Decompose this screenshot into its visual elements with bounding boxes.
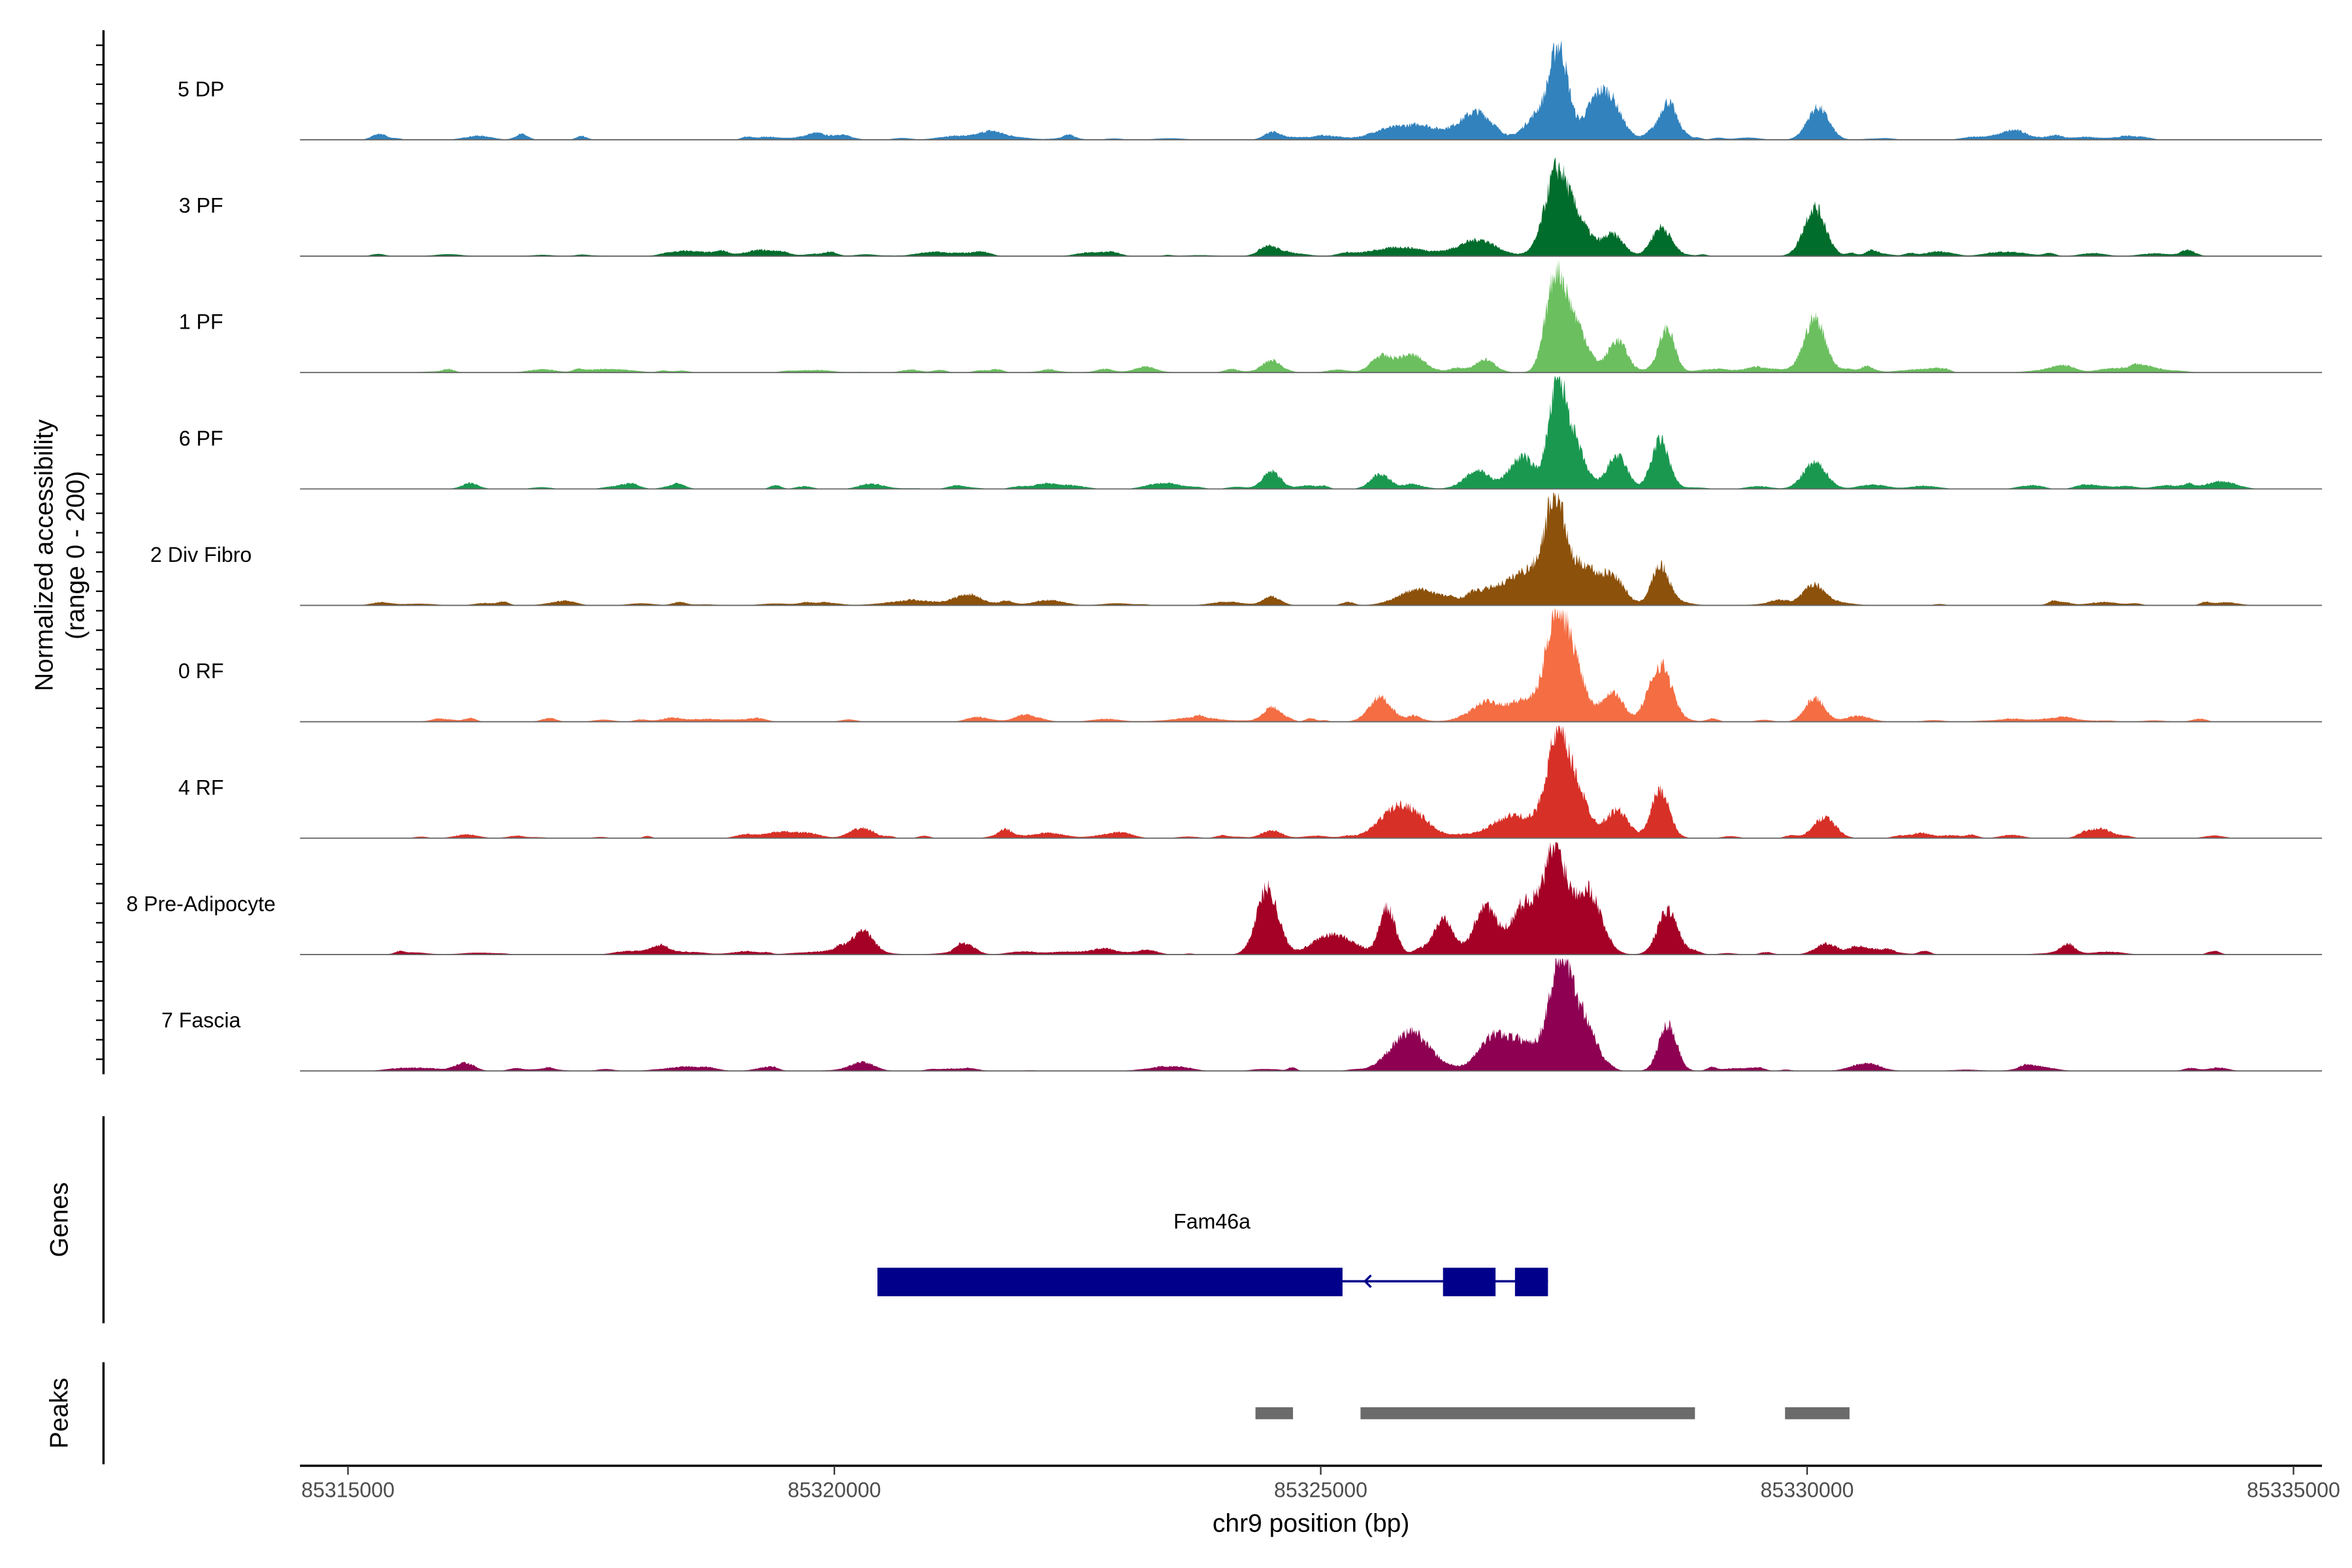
track-0-rf: 0 RF — [178, 609, 2323, 723]
gene-name-label: Fam46a — [1173, 1210, 1250, 1233]
track-label: 3 PF — [179, 193, 223, 217]
track-label: 5 DP — [178, 77, 224, 101]
x-tick-label: 85325000 — [1274, 1478, 1367, 1502]
x-tick-label: 85315000 — [301, 1478, 395, 1502]
track-label: 1 PF — [179, 310, 223, 334]
track-5-dp: 5 DP — [178, 40, 2323, 140]
coverage-area — [300, 260, 2323, 373]
coverage-area — [300, 40, 2323, 140]
coverage-area — [300, 841, 2323, 955]
x-tick-label: 85330000 — [1761, 1478, 1854, 1502]
x-tick-label: 85335000 — [2247, 1478, 2340, 1502]
strand-arrow-icon — [1363, 1274, 1372, 1288]
gene-exon — [1514, 1267, 1548, 1297]
y-axis-title-sub: (range 0 - 200) — [62, 471, 90, 640]
x-tick-label: 85320000 — [788, 1478, 881, 1502]
y-axis-ticks — [95, 44, 104, 1060]
peak-regions — [1255, 1407, 1850, 1420]
y-axis-title-main: Normalized accessibility — [30, 419, 58, 691]
gene-exon — [1443, 1267, 1496, 1297]
coverage-area — [300, 157, 2323, 257]
x-axis-ticks: 85315000 85320000 85325000 85330000 85335000 — [301, 1465, 2340, 1502]
peaks-track-label: Peaks — [45, 1378, 73, 1448]
coverage-area — [300, 958, 2323, 1071]
track-4-rf: 4 RF — [178, 725, 2323, 839]
gene-model — [877, 1267, 1548, 1297]
y-axis-title: Normalized accessibility (range 0 - 200) — [30, 419, 90, 691]
track-label: 2 Div Fibro — [150, 543, 252, 566]
track-label: 7 Fascia — [161, 1009, 241, 1032]
peak-region — [1360, 1407, 1695, 1420]
track-2-div-fibro: 2 Div Fibro — [150, 493, 2323, 606]
coverage-tracks: 5 DP 3 PF 1 PF 6 PF 2 Div Fibro 0 RF 4 RF 8 Pre… — [126, 40, 2323, 1072]
coverage-area — [300, 376, 2323, 489]
coverage-area — [300, 609, 2323, 722]
track-label: 4 RF — [178, 776, 224, 799]
track-6-pf: 6 PF — [179, 376, 2323, 490]
peak-region — [1255, 1407, 1294, 1420]
track-7-fascia: 7 Fascia — [161, 958, 2323, 1072]
x-axis-title: chr9 position (bp) — [1213, 1510, 1409, 1538]
track-label: 6 PF — [179, 427, 223, 450]
coverage-area — [300, 725, 2323, 838]
track-8-pre-adipocyte: 8 Pre-Adipocyte — [126, 841, 2323, 955]
track-label: 8 Pre-Adipocyte — [126, 892, 276, 915]
track-3-pf: 3 PF — [179, 157, 2323, 257]
peak-region — [1785, 1407, 1850, 1420]
coverage-area — [300, 493, 2323, 606]
genes-track-label: Genes — [45, 1182, 73, 1257]
gene-exon — [877, 1267, 1343, 1297]
track-label: 0 RF — [178, 659, 224, 683]
track-1-pf: 1 PF — [179, 260, 2323, 374]
